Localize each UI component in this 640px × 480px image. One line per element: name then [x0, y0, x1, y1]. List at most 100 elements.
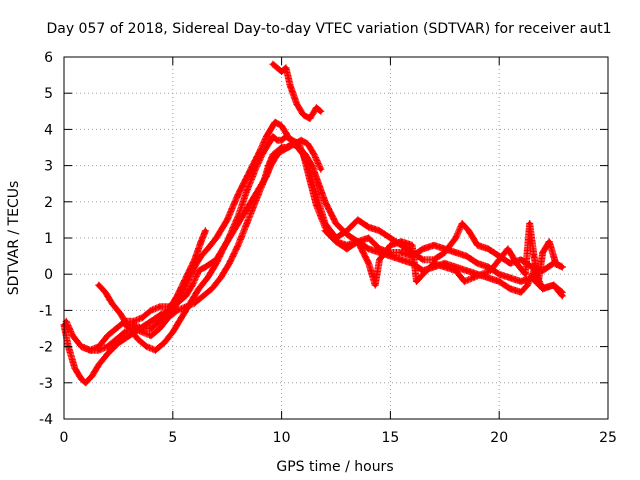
data-point	[87, 348, 93, 353]
data-point	[148, 326, 154, 331]
data-point	[399, 250, 404, 255]
data-point	[514, 261, 519, 266]
data-point	[525, 282, 530, 288]
data-point	[288, 83, 293, 89]
data-point	[275, 138, 280, 143]
data-point	[183, 293, 189, 299]
data-point	[203, 228, 208, 233]
data-point	[507, 275, 513, 280]
data-point	[540, 286, 545, 291]
data-point	[373, 282, 378, 288]
data-point	[179, 315, 184, 320]
data-point	[72, 366, 78, 371]
data-point	[266, 141, 271, 147]
x-tick-label: 25	[599, 430, 617, 446]
data-point	[166, 308, 171, 313]
data-point	[118, 311, 123, 317]
data-point	[523, 272, 528, 277]
data-point	[518, 257, 524, 262]
data-point	[333, 221, 339, 226]
data-point	[63, 319, 69, 324]
data-point	[148, 333, 154, 338]
y-tick-labels: -4 -3 -2 -1 0 1 2 3 4 5 6	[39, 50, 53, 428]
data-point	[170, 329, 175, 335]
series-track-5	[121, 227, 209, 332]
data-point	[140, 326, 145, 331]
data-point	[259, 152, 265, 157]
data-point	[322, 199, 328, 204]
data-point	[551, 282, 556, 288]
data-point	[388, 235, 393, 241]
data-series	[60, 60, 566, 387]
data-point	[540, 250, 545, 255]
y-tick-label: 6	[44, 50, 53, 66]
y-tick-label: 5	[44, 86, 53, 102]
data-point	[248, 199, 254, 204]
data-point	[388, 253, 393, 259]
y-tick-label: 4	[44, 122, 53, 138]
data-point	[466, 228, 471, 233]
x-tick-label: 15	[381, 430, 399, 446]
data-point	[283, 134, 289, 139]
data-point	[475, 261, 480, 266]
data-point	[196, 268, 202, 273]
data-point	[344, 232, 350, 237]
data-point	[414, 279, 419, 284]
data-point	[470, 275, 476, 280]
data-point	[453, 250, 458, 255]
data-point	[205, 246, 210, 252]
data-point	[486, 246, 491, 252]
data-point	[488, 268, 493, 273]
data-point	[479, 272, 484, 277]
data-point	[505, 246, 511, 252]
data-point	[442, 250, 447, 255]
data-point	[122, 322, 128, 328]
data-point	[553, 261, 558, 266]
data-point	[309, 163, 315, 168]
data-point	[366, 261, 371, 266]
data-point	[322, 228, 328, 233]
data-point	[464, 268, 469, 273]
data-point	[377, 228, 382, 233]
data-point	[275, 65, 280, 71]
data-point	[318, 109, 323, 114]
data-point	[190, 282, 195, 288]
y-tick-label: -1	[39, 303, 53, 319]
series-track-6	[269, 60, 325, 122]
data-point	[507, 261, 513, 266]
data-point	[560, 290, 565, 295]
y-tick-label: 1	[44, 231, 53, 247]
data-point	[366, 224, 371, 230]
y-axis-title: SDTVAR / TECUs	[6, 181, 22, 296]
data-point	[344, 246, 350, 252]
data-point	[314, 192, 319, 197]
data-point	[175, 293, 180, 299]
data-point	[227, 261, 232, 266]
data-point	[153, 348, 158, 353]
data-point	[399, 239, 404, 244]
data-point	[144, 344, 149, 349]
data-point	[183, 275, 189, 280]
data-point	[507, 286, 513, 291]
data-point	[175, 308, 180, 313]
data-point	[366, 246, 371, 252]
data-point	[192, 257, 197, 262]
data-point	[497, 279, 502, 284]
data-point	[166, 315, 171, 320]
data-point	[547, 239, 552, 244]
data-point	[235, 243, 241, 248]
data-point	[131, 322, 136, 328]
data-point	[96, 362, 102, 367]
data-point	[275, 152, 280, 157]
data-point	[399, 257, 404, 262]
data-point	[222, 243, 228, 248]
data-point	[292, 141, 297, 147]
data-point	[270, 61, 276, 67]
data-point	[294, 101, 299, 107]
series-track-4	[95, 136, 325, 354]
data-point	[70, 333, 75, 338]
data-point	[198, 253, 204, 259]
data-point	[268, 127, 273, 132]
data-point	[312, 152, 317, 157]
y-tick-label: -4	[39, 412, 53, 428]
